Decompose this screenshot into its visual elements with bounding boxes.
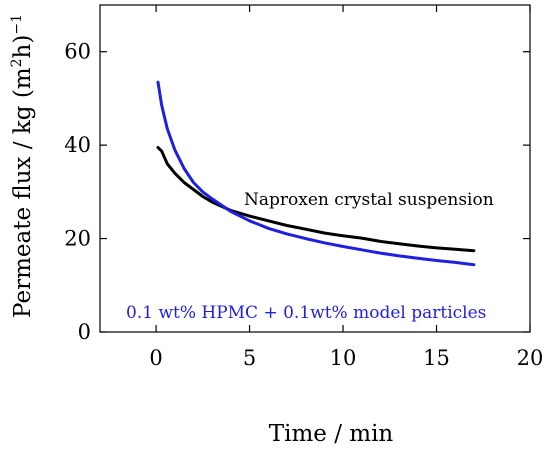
plot-frame: [99, 4, 531, 333]
annotation-hpmc: 0.1 wt% HPMC + 0.1wt% model particles: [126, 303, 486, 323]
y-axis-title-part1: Permeate flux / kg (m: [10, 67, 36, 318]
x-tick-label: 15: [423, 346, 450, 370]
y-axis-title-sup1: 2: [9, 58, 25, 67]
series-line-2: [156, 80, 476, 267]
x-axis-title: Time / min: [269, 421, 394, 447]
axes: 0 5 10 15 20 0 20 40 60: [64, 4, 544, 370]
annotation-naproxen: Naproxen crystal suspension: [244, 190, 494, 210]
x-tick-label: 5: [243, 346, 256, 370]
y-axis-title-sup2: −1: [9, 14, 25, 35]
labels: Naproxen crystal suspension 0.1 wt% HPMC…: [9, 14, 494, 447]
series-line-1: [156, 146, 476, 253]
y-tick-label: 0: [78, 320, 91, 344]
y-tick-label: 20: [64, 227, 91, 251]
x-tick-label: 10: [330, 346, 357, 370]
x-tick-label: 20: [517, 346, 544, 370]
y-tick-label: 40: [64, 133, 91, 157]
x-tick-label: 0: [149, 346, 162, 370]
plot-area: [156, 80, 476, 267]
y-tick-label: 60: [64, 40, 91, 64]
y-axis-title-part2: h): [10, 35, 36, 59]
y-axis-title: Permeate flux / kg (m2h)−1: [9, 14, 36, 318]
